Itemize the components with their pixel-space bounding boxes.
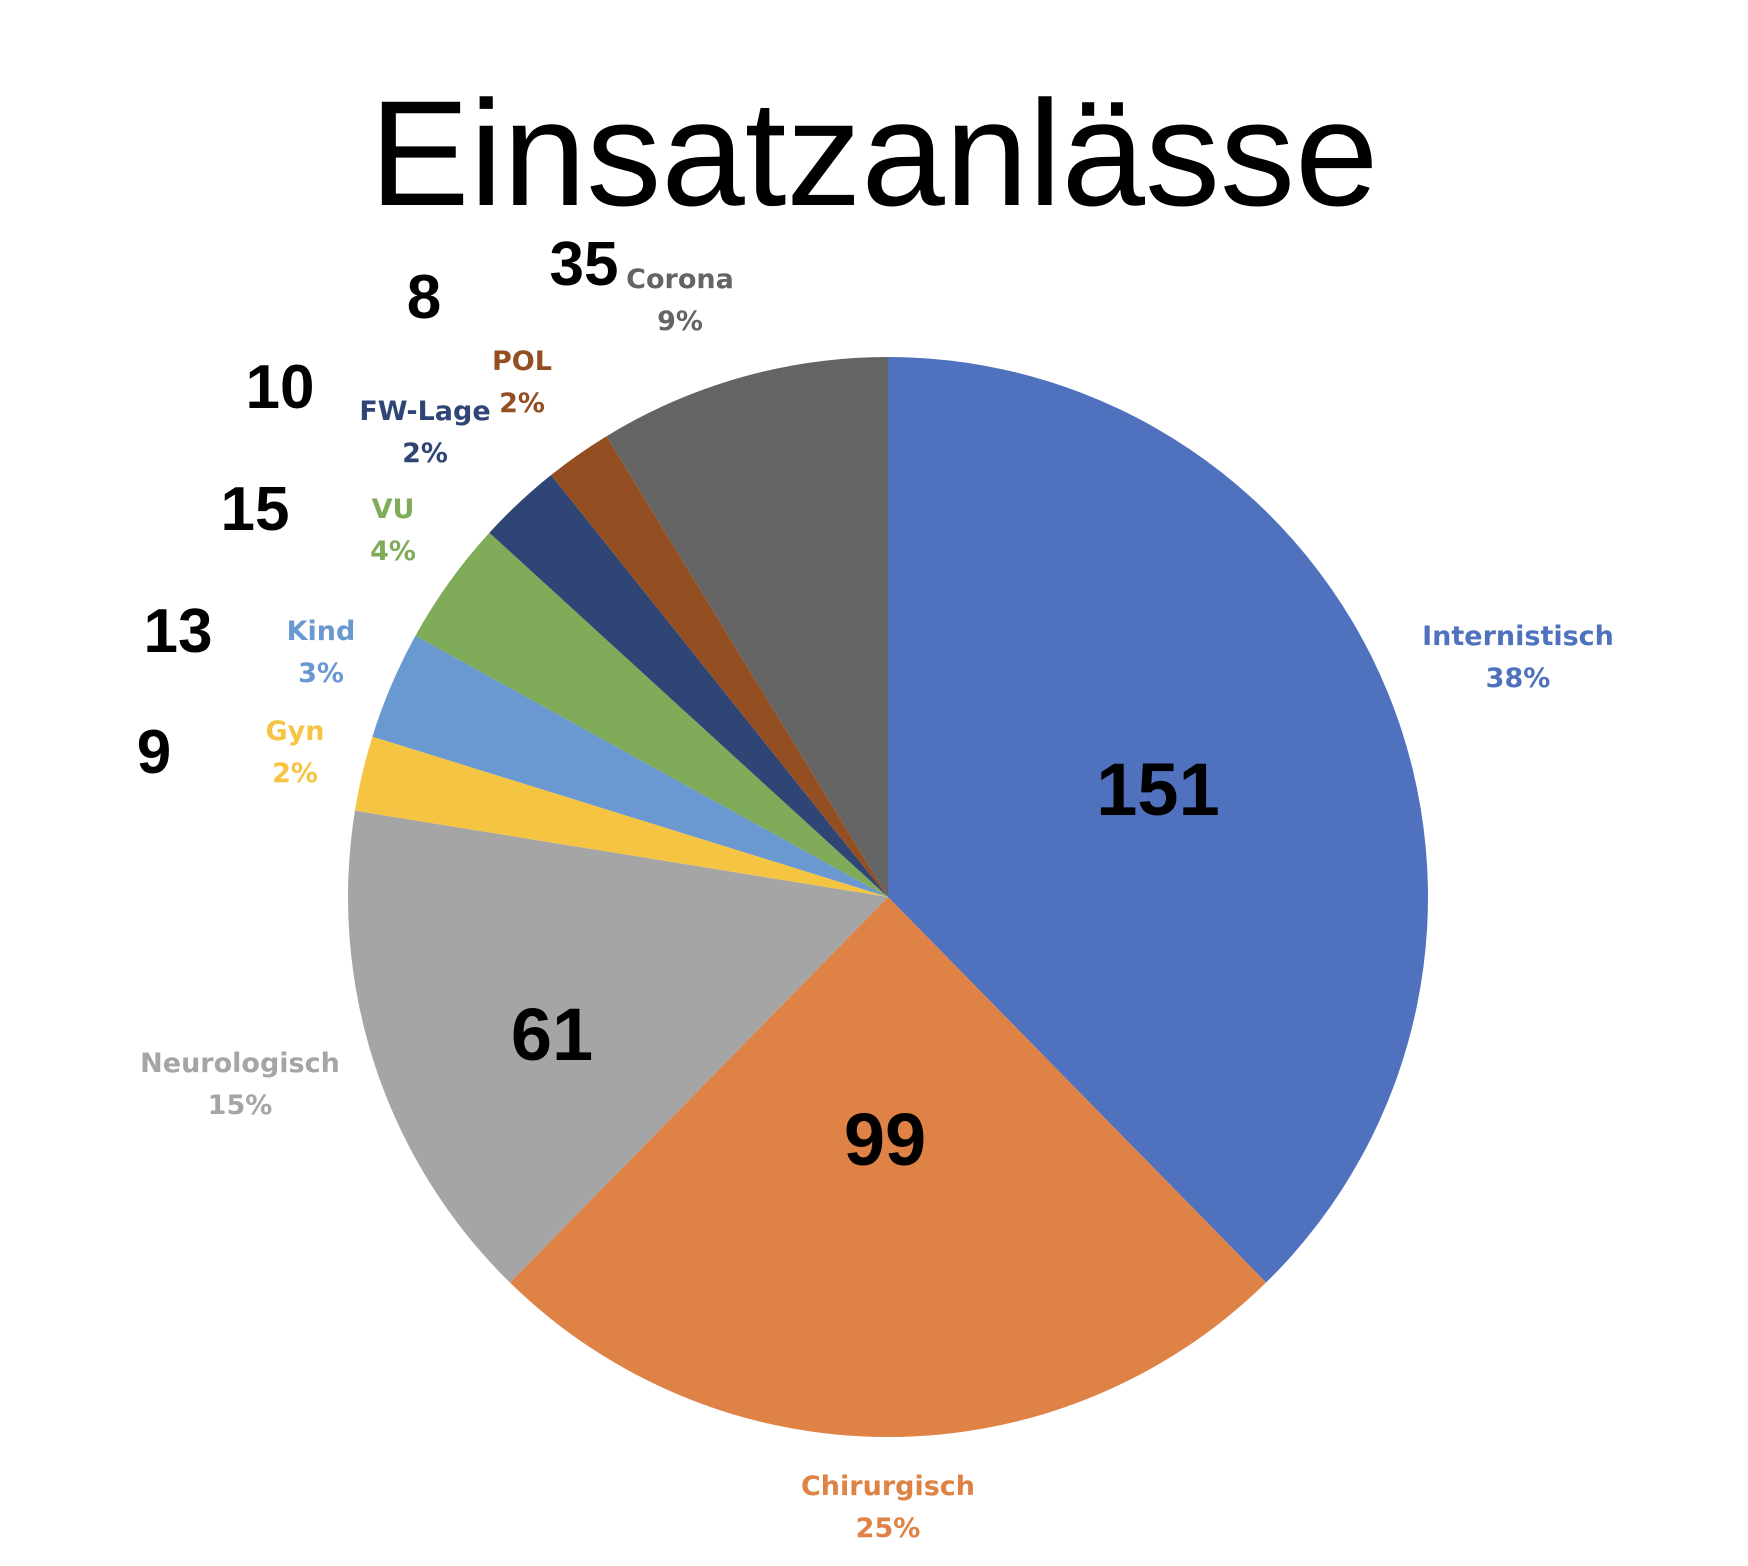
slice-percent-vu: 4% — [370, 536, 416, 567]
slice-count-pol: 8 — [407, 263, 441, 332]
pie-slice-kind — [372, 635, 888, 897]
slice-label-chirurgisch: Chirurgisch — [801, 1471, 975, 1502]
slice-label-internistisch: Internistisch — [1422, 621, 1614, 652]
pie-slice-chirurgisch — [509, 897, 1267, 1438]
slice-count-internistisch: 151 — [1096, 748, 1219, 831]
chart-title: Einsatzanlässe — [370, 69, 1379, 237]
slice-label-corona: Corona — [626, 264, 734, 295]
slice-percent-fw-lage: 2% — [402, 438, 448, 469]
slice-count-neurologisch: 61 — [511, 993, 593, 1076]
pie-slice-gyn — [354, 736, 888, 897]
pie-slice-internistisch — [888, 357, 1429, 1283]
slice-count-chirurgisch: 99 — [844, 1098, 926, 1181]
pie-labels: Internistisch 38% 151 Chirurgisch 25% 99 Neuro… — [137, 230, 1614, 1544]
slice-percent-corona: 9% — [657, 306, 703, 337]
pie-slice-corona — [606, 357, 888, 897]
slice-percent-neurologisch: 15% — [208, 1090, 273, 1121]
slice-label-gyn: Gyn — [266, 716, 325, 747]
pie-slice-fw-lage — [489, 475, 888, 897]
pie-slices — [348, 357, 1429, 1438]
slice-label-kind: Kind — [287, 616, 356, 647]
slice-count-kind: 13 — [144, 597, 213, 666]
slice-label-neurologisch: Neurologisch — [140, 1048, 340, 1079]
slice-count-fw-lage: 10 — [246, 353, 315, 422]
pie-slice-vu — [415, 532, 888, 897]
slice-count-corona: 35 — [550, 230, 619, 299]
pie-slice-neurologisch — [348, 810, 888, 1283]
slice-percent-internistisch: 38% — [1486, 663, 1551, 694]
slice-percent-kind: 3% — [298, 658, 344, 689]
slice-label-fw-lage: FW-Lage — [359, 396, 490, 427]
slice-percent-pol: 2% — [499, 388, 545, 419]
slice-label-vu: VU — [372, 494, 415, 525]
pie-slice-pol — [551, 436, 888, 897]
slice-percent-chirurgisch: 25% — [856, 1513, 921, 1544]
slice-label-pol: POL — [492, 346, 552, 377]
slice-percent-gyn: 2% — [272, 758, 318, 789]
slice-count-gyn: 9 — [137, 718, 171, 787]
slice-count-vu: 15 — [221, 475, 290, 544]
